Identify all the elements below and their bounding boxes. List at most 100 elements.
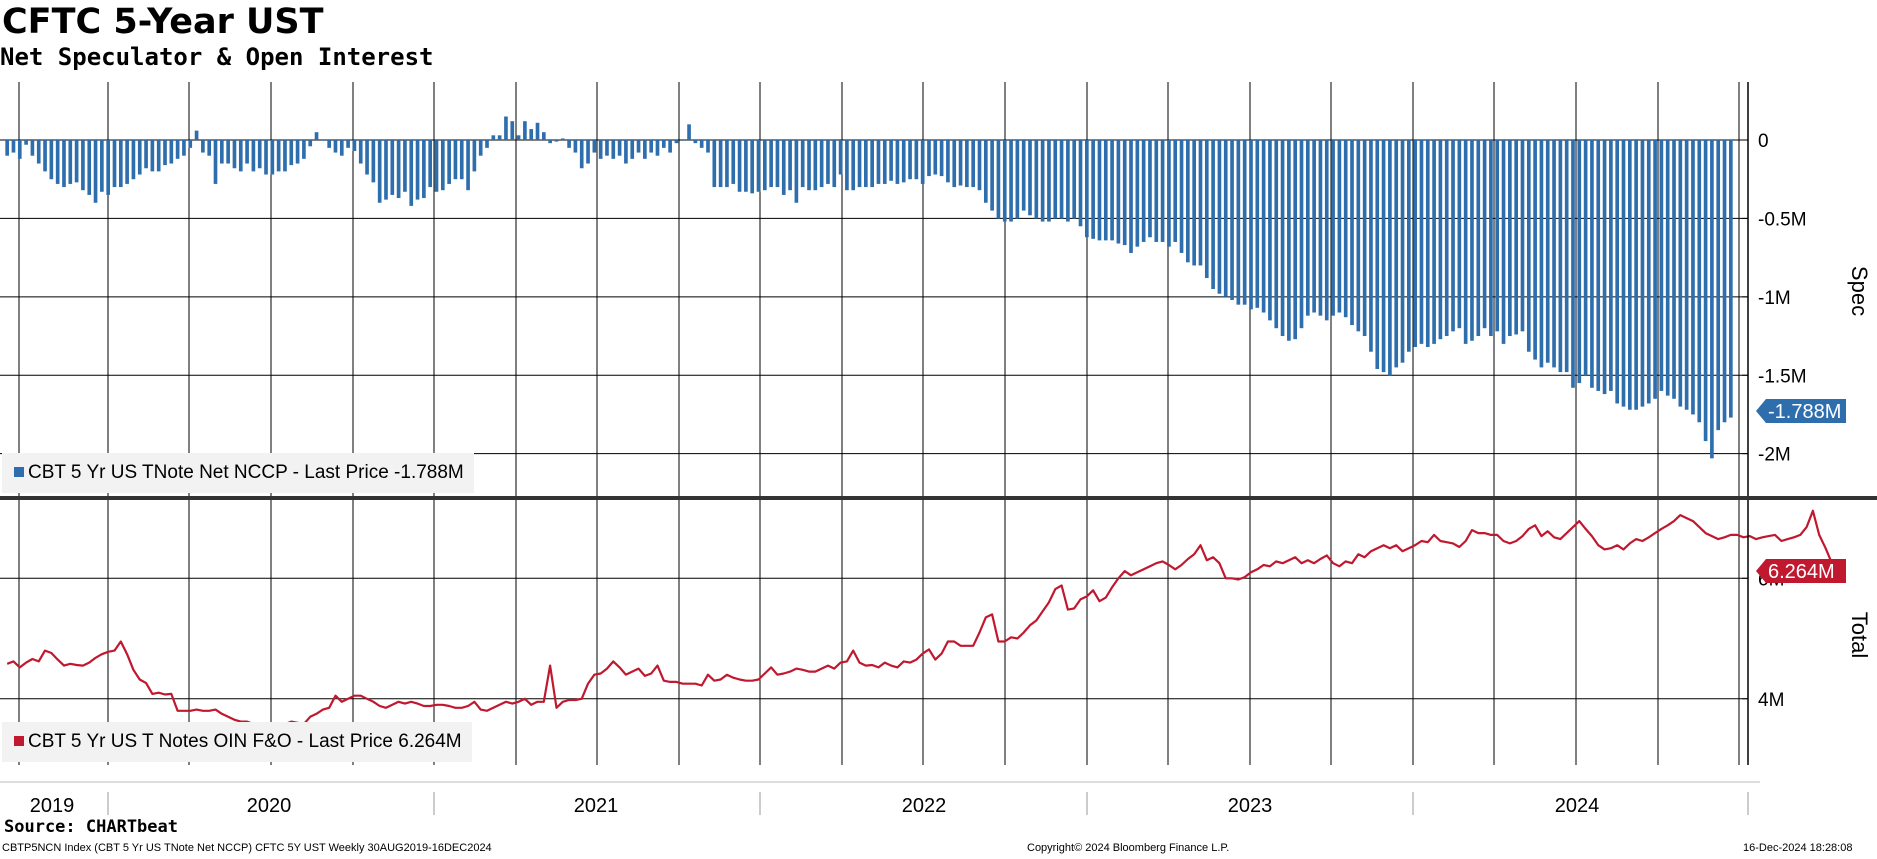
spec-bar: [1293, 140, 1298, 340]
spec-bar: [68, 140, 73, 184]
spec-bar: [283, 140, 287, 172]
spec-bar: [1021, 140, 1026, 211]
spec-bar: [106, 140, 111, 195]
spec-bar: [403, 140, 407, 192]
spec-bar: [706, 140, 710, 153]
spec-bar: [1640, 140, 1645, 407]
spec-bar: [876, 140, 881, 184]
spec-bar: [1388, 140, 1392, 376]
spec-bar: [314, 132, 319, 141]
spec-bar: [971, 140, 976, 188]
total-last-value-badge-label: 6.264M: [1768, 561, 1835, 583]
spec-bar: [238, 140, 243, 172]
spec-bar: [1577, 140, 1582, 384]
spec-bar: [1091, 140, 1095, 239]
spec-bar: [1621, 140, 1626, 407]
source-note: Source: CHARTbeat: [4, 817, 178, 837]
x-year-label: 2024: [1555, 795, 1600, 817]
spec-bar: [384, 140, 388, 200]
spec-bar: [680, 140, 685, 141]
spec-bar: [194, 130, 199, 141]
spec-bar: [933, 140, 938, 175]
spec-bar: [516, 135, 521, 141]
spec-bar: [1552, 140, 1556, 368]
spec-bar: [371, 140, 376, 183]
spec-bar: [819, 140, 824, 188]
spec-bar: [1015, 140, 1020, 219]
spec-bar: [1255, 140, 1260, 308]
spec-bar: [895, 140, 900, 184]
total-last-value-badge: 6.264M: [1756, 559, 1846, 583]
spec-bar: [453, 140, 458, 180]
spec-bar: [737, 140, 742, 192]
spec-bar: [958, 140, 963, 186]
spec-bar: [276, 140, 281, 172]
total-axis-title: Total: [1847, 612, 1872, 658]
spec-bar: [1501, 140, 1506, 344]
spec-bar: [1116, 140, 1121, 244]
spec-bar: [434, 140, 439, 192]
spec-bar: [321, 140, 325, 141]
spec-bar: [807, 140, 811, 191]
spec-bar: [1659, 140, 1664, 391]
spec-bar: [308, 140, 313, 147]
spec-bar: [358, 140, 363, 164]
spec-bar: [1274, 140, 1279, 329]
spec-bar: [725, 140, 729, 188]
spec-bar: [800, 140, 805, 188]
spec-bar: [1703, 140, 1708, 442]
spec-bar: [1691, 140, 1695, 415]
spec-bar: [1716, 140, 1721, 431]
spec-bar: [1350, 140, 1354, 326]
spec-bar: [1634, 140, 1638, 410]
spec-bar: [466, 140, 470, 191]
spec-bar: [687, 124, 691, 141]
spec-bar: [428, 140, 433, 188]
spec-bar: [1571, 140, 1575, 388]
total-legend-swatch: [14, 736, 24, 746]
spec-bar: [1002, 140, 1007, 222]
spec-bar: [826, 140, 830, 184]
spec-bar: [62, 140, 66, 188]
spec-bar: [750, 140, 755, 194]
spec-bar: [302, 140, 306, 159]
spec-bar: [1583, 140, 1588, 376]
spec-bar: [1078, 140, 1083, 227]
x-year-label: 2022: [902, 795, 947, 817]
spec-bar: [617, 140, 622, 156]
spec-bar: [668, 140, 672, 153]
spec-last-value-badge-label: -1.788M: [1768, 401, 1841, 423]
spec-bar: [927, 140, 931, 177]
spec-bar: [744, 140, 748, 192]
total-legend: CBT 5 Yr US T Notes OIN F&O - Last Price…: [2, 722, 472, 762]
spec-bar-series: [5, 116, 1733, 459]
spec-bar: [901, 140, 906, 183]
total-legend-label: CBT 5 Yr US T Notes OIN F&O - Last Price…: [28, 731, 462, 752]
spec-bar: [813, 140, 818, 191]
spec-legend-swatch: [14, 467, 24, 477]
spec-bar: [201, 140, 205, 153]
spec-bar: [150, 140, 155, 172]
spec-bar: [1684, 140, 1689, 410]
spec-bar: [946, 140, 950, 183]
spec-bar: [1343, 140, 1348, 318]
spec-bar: [1539, 140, 1544, 368]
spec-bar: [497, 135, 502, 141]
spec-bar: [1369, 140, 1373, 352]
chart-subtitle: Net Speculator & Open Interest: [0, 43, 434, 71]
x-year-label: 2023: [1228, 795, 1273, 817]
spec-bar: [156, 140, 161, 172]
spec-bar: [605, 140, 609, 156]
spec-bar: [1167, 140, 1171, 247]
spec-bar: [1615, 140, 1620, 404]
spec-bar: [207, 140, 212, 156]
spec-bar: [889, 140, 893, 181]
spec-bar: [188, 140, 193, 148]
spec-bar: [977, 140, 982, 191]
spec-bar: [1085, 140, 1089, 238]
spec-bar: [1211, 140, 1215, 289]
spec-bar: [1558, 140, 1563, 373]
spec-bar: [1394, 140, 1399, 368]
spec-bar: [838, 140, 843, 175]
spec-bar: [1034, 140, 1039, 219]
